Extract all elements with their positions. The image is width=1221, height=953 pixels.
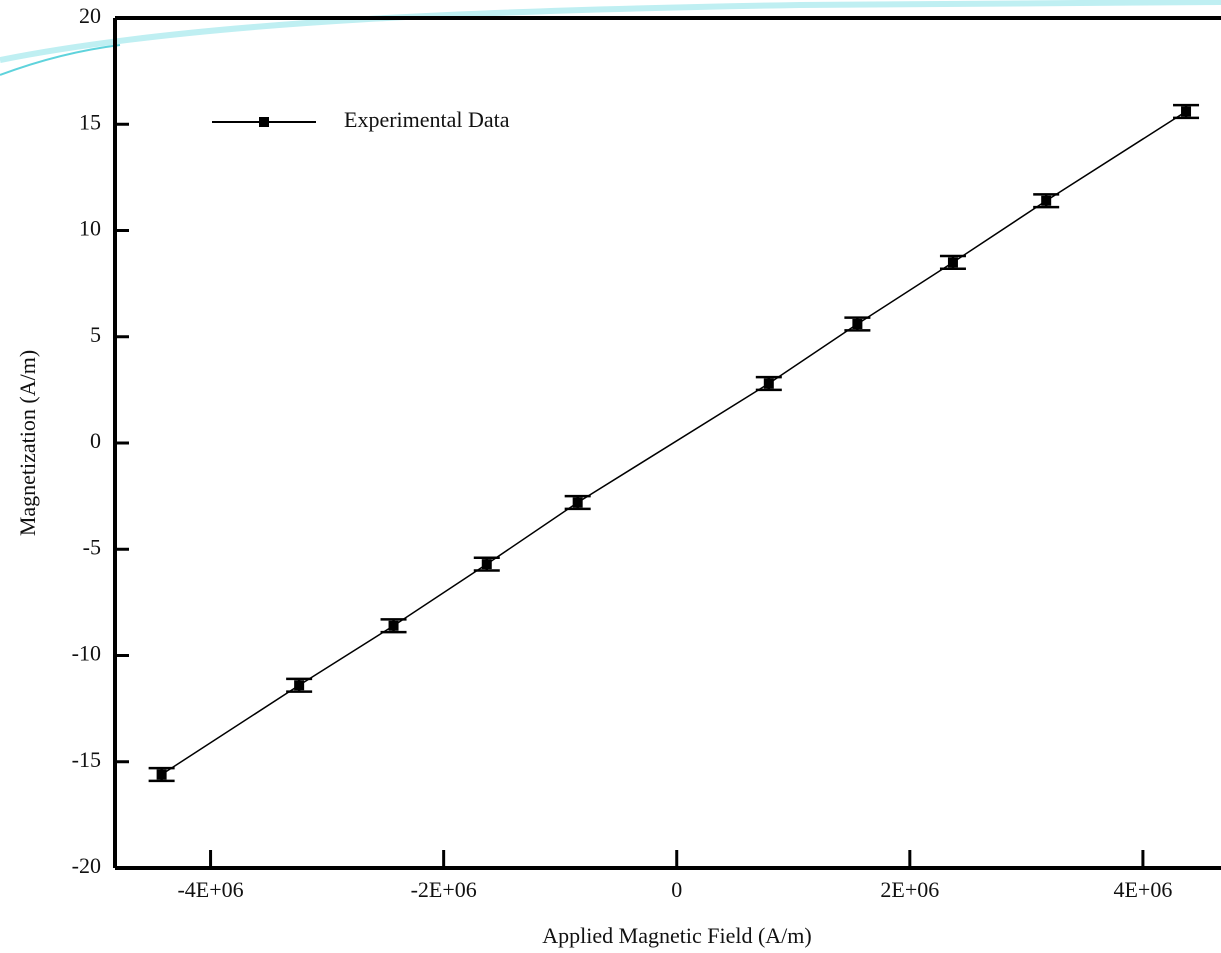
data-point — [947, 257, 958, 268]
x-axis-label: Applied Magnetic Field (A/m) — [542, 923, 811, 948]
y-axis-label: Magnetization (A/m) — [15, 350, 40, 536]
x-tick-label: -4E+06 — [177, 877, 243, 902]
y-tick-label: 5 — [90, 322, 101, 347]
y-tick-label: 0 — [90, 428, 101, 453]
x-tick-label: 4E+06 — [1113, 877, 1172, 902]
y-tick-label: -15 — [72, 747, 101, 772]
x-tick-label: 0 — [671, 877, 682, 902]
data-point — [763, 378, 774, 389]
y-tick-label: -10 — [72, 641, 101, 666]
legend-label: Experimental Data — [344, 107, 510, 132]
y-tick-label: 10 — [79, 216, 101, 241]
y-tick-label: -5 — [83, 534, 101, 559]
y-tick-label: 20 — [79, 3, 101, 28]
data-point — [388, 620, 399, 631]
y-tick-label: -20 — [72, 853, 101, 878]
data-point — [156, 769, 167, 780]
plot-frame — [113, 16, 1221, 870]
data-point — [1041, 195, 1052, 206]
decoration — [0, 44, 121, 76]
data-line — [161, 110, 1187, 776]
x-tick-label: -2E+06 — [411, 877, 477, 902]
data-point — [294, 680, 305, 691]
data-point — [481, 559, 492, 570]
decoration — [0, 0, 1221, 63]
data-point — [852, 319, 863, 329]
legend-marker — [259, 117, 269, 127]
y-tick-label: 15 — [79, 109, 101, 134]
data-point — [1181, 106, 1192, 117]
data-point — [572, 497, 583, 508]
x-tick-label: 2E+06 — [880, 877, 939, 902]
